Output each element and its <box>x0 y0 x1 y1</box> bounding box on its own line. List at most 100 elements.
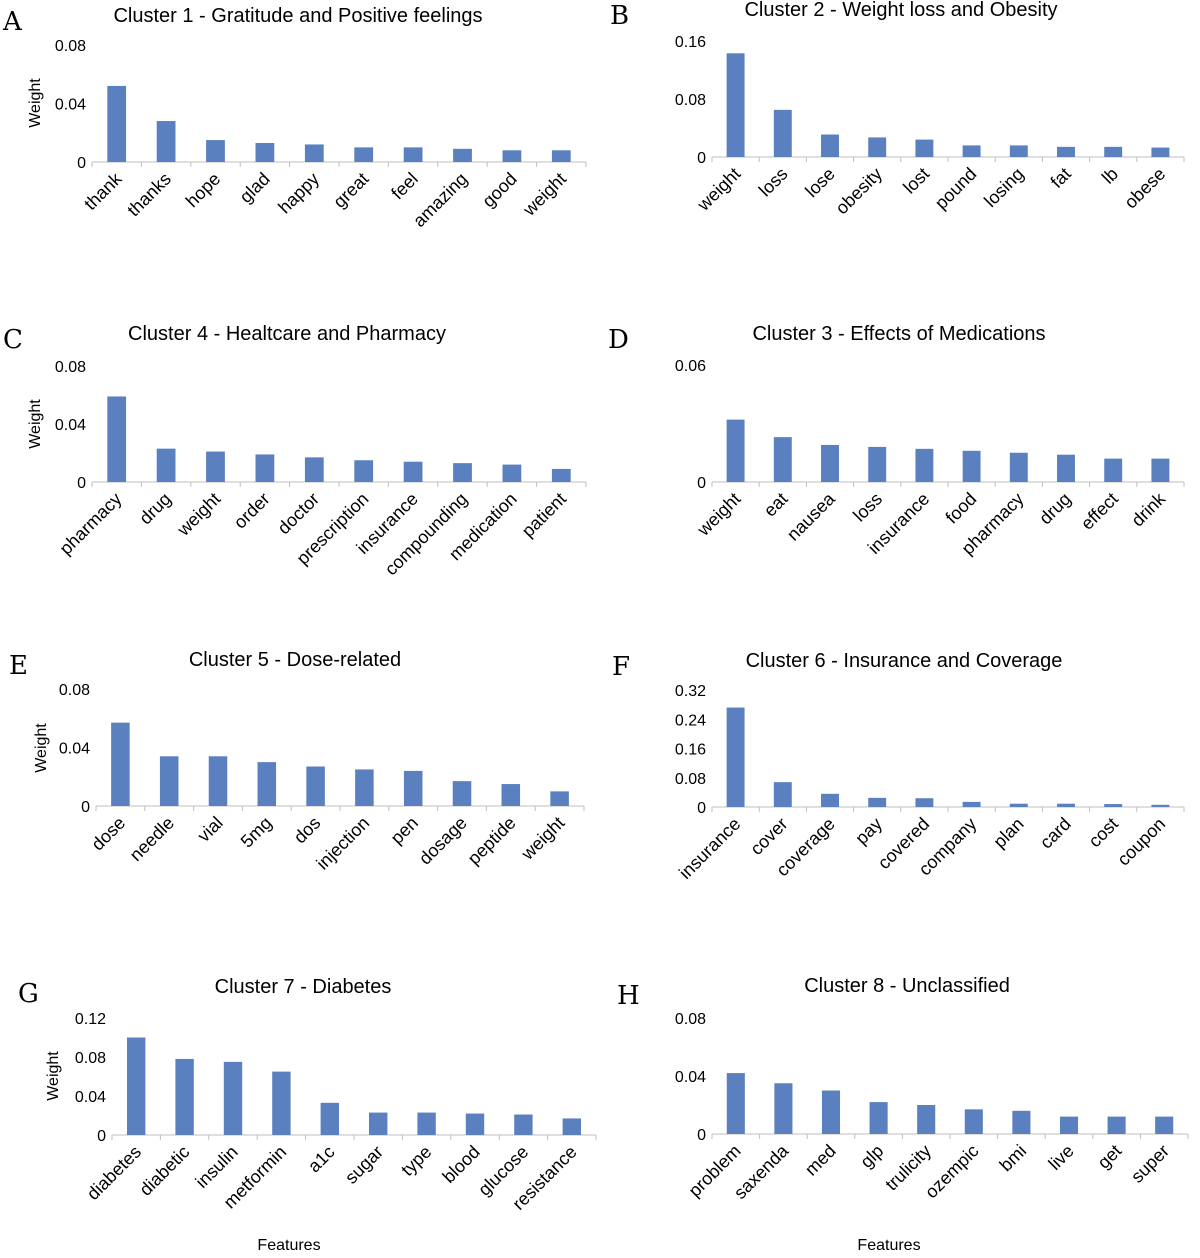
bar <box>1151 458 1170 482</box>
bar <box>1012 1110 1031 1134</box>
chart-title: Cluster 7 - Diabetes <box>215 976 392 998</box>
y-tick-label: 0.04 <box>59 741 90 758</box>
x-tick-label: nausea <box>783 488 840 545</box>
x-tick-label: pay <box>851 814 886 849</box>
x-tick-label: vial <box>194 813 227 846</box>
x-tick-label: type <box>397 1142 435 1180</box>
x-tick-label: drug <box>1035 489 1075 529</box>
x-tick-label: plan <box>989 814 1027 852</box>
y-tick-label: 0.08 <box>59 682 90 699</box>
bar <box>1104 458 1123 482</box>
y-tick-label: 0.08 <box>55 38 86 55</box>
bar <box>208 756 228 806</box>
bar <box>223 1061 243 1135</box>
bar <box>915 448 934 482</box>
x-tick-label: dosage <box>415 813 471 869</box>
bar <box>869 1102 888 1134</box>
x-tick-label: coupon <box>1113 814 1169 870</box>
x-tick-label: med <box>801 1141 840 1180</box>
x-tick-label: ozempic <box>921 1141 983 1203</box>
bar <box>255 454 275 482</box>
bar <box>868 797 887 807</box>
x-tick-label: fat <box>1047 164 1075 192</box>
bar <box>551 150 571 162</box>
x-tick-label: effect <box>1077 489 1122 534</box>
chart-title: Cluster 3 - Effects of Medications <box>752 323 1045 345</box>
bar <box>551 468 571 482</box>
bar <box>1009 803 1028 807</box>
bar <box>403 147 423 162</box>
bar <box>320 1102 339 1135</box>
x-tick-label: pound <box>931 164 981 214</box>
y-tick-label: 0 <box>697 800 706 817</box>
y-tick-label: 0.16 <box>675 742 706 759</box>
y-axis-label: Weight <box>33 723 50 773</box>
bar <box>111 722 130 806</box>
panel-letter: G <box>18 979 39 1009</box>
bar <box>257 762 277 806</box>
panel-letter: C <box>3 325 23 355</box>
y-tick-label: 0.08 <box>55 359 86 376</box>
x-tick-label: good <box>478 169 520 211</box>
bar <box>773 782 792 807</box>
bar <box>304 144 324 162</box>
panel-letter: E <box>9 651 28 681</box>
x-tick-label: insurance <box>675 814 744 883</box>
bar <box>962 450 981 482</box>
bar <box>354 147 374 162</box>
bar <box>1009 452 1028 482</box>
bar <box>726 1073 745 1134</box>
bar <box>465 1113 485 1135</box>
y-tick-label: 0 <box>697 475 706 492</box>
bar <box>962 801 981 807</box>
x-tick-label: a1c <box>304 1142 339 1177</box>
x-tick-label: happy <box>274 169 323 218</box>
bar <box>355 769 374 806</box>
x-tick-label: amazing <box>409 169 471 231</box>
bar <box>1151 804 1170 807</box>
x-tick-label: hope <box>182 169 224 211</box>
bar <box>272 1071 291 1135</box>
y-tick-label: 0 <box>77 155 86 172</box>
bar <box>868 446 887 482</box>
bar <box>1104 804 1123 807</box>
x-tick-label: loss <box>849 489 886 526</box>
bar <box>726 53 745 158</box>
bar <box>107 85 127 162</box>
x-tick-label: weight <box>517 813 569 865</box>
x-tick-label: losing <box>980 164 1027 211</box>
x-tick-label: diabetes <box>83 1142 145 1204</box>
x-tick-label: pen <box>387 813 422 848</box>
bar <box>175 1058 194 1135</box>
bar <box>156 121 176 162</box>
y-tick-label: 0 <box>77 475 86 492</box>
chart-title: Cluster 2 - Weight loss and Obesity <box>744 0 1057 21</box>
y-tick-label: 0.04 <box>75 1089 106 1106</box>
bar <box>962 145 981 157</box>
bar <box>501 784 521 806</box>
bar <box>502 150 522 162</box>
bar <box>562 1118 581 1135</box>
bar <box>514 1114 533 1135</box>
x-tick-label: weight <box>693 164 745 216</box>
bar <box>964 1109 983 1134</box>
bar <box>726 707 745 807</box>
x-tick-label: pharmacy <box>56 489 126 559</box>
x-tick-label: glad <box>236 169 274 207</box>
bar <box>452 781 472 806</box>
bar <box>453 463 472 482</box>
bar <box>369 1112 388 1135</box>
bar <box>821 134 839 157</box>
x-tick-label: weight <box>693 489 745 541</box>
bar <box>1151 147 1170 157</box>
bar <box>107 396 127 482</box>
y-tick-label: 0.04 <box>675 1069 706 1086</box>
bar <box>1155 1116 1174 1134</box>
bar <box>453 148 472 162</box>
bar <box>1057 803 1075 807</box>
y-tick-label: 0.16 <box>675 34 706 51</box>
x-tick-label: eat <box>760 489 792 521</box>
x-tick-label: card <box>1036 814 1075 853</box>
bar <box>1057 454 1075 482</box>
bar <box>773 109 792 157</box>
